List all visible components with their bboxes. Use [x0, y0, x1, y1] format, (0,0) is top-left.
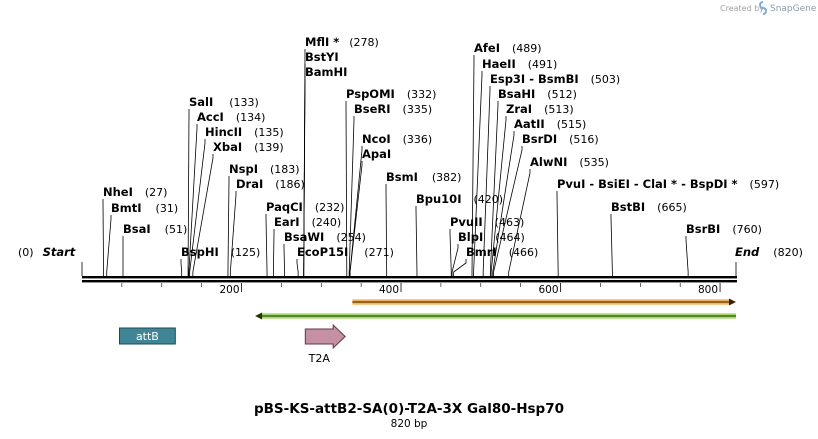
cut-site-line — [473, 71, 483, 276]
cut-site-line — [345, 101, 348, 276]
ruler-tick-label: 400 — [379, 284, 399, 296]
enzyme-label[interactable]: PvuII (463) — [450, 215, 524, 229]
cut-site-line — [556, 191, 559, 276]
enzyme-label[interactable]: EarI (240) — [274, 215, 341, 229]
cut-site-line — [685, 236, 689, 276]
cut-site-line — [348, 116, 355, 276]
cut-site-line — [192, 154, 214, 276]
cut-site-line — [187, 109, 190, 276]
cut-site-line — [296, 259, 299, 276]
enzyme-label[interactable]: NspI (183) — [229, 162, 300, 176]
enzyme-label[interactable]: BlpI (464) — [458, 230, 525, 244]
cut-site-line — [102, 199, 104, 276]
cut-site-line — [273, 229, 275, 276]
backbone-top-strand — [82, 276, 737, 279]
cut-site-line — [489, 101, 499, 276]
enzyme-label[interactable]: BmrI (466) — [466, 245, 538, 259]
snapgene-logo-icon — [759, 1, 767, 15]
attB-label: attB — [136, 330, 159, 343]
enzyme-label[interactable]: BstBI (665) — [611, 200, 687, 214]
attB-feature[interactable]: attB — [118, 327, 176, 345]
enzyme-label[interactable]: PaqCI (232) — [266, 200, 344, 214]
cut-site-line — [415, 206, 418, 276]
cut-site-line — [492, 131, 515, 276]
enzyme-label[interactable]: ApaI — [362, 147, 391, 161]
T2A-arrow[interactable] — [304, 323, 346, 350]
enzyme-label[interactable]: BsmI (382) — [386, 170, 461, 184]
enzyme-label[interactable]: DraI (186) — [236, 177, 305, 191]
cut-site-line — [188, 124, 198, 276]
enzyme-label[interactable]: BsaWI (254) — [284, 230, 366, 244]
features — [255, 298, 736, 320]
cut-site-line — [493, 146, 523, 276]
reverse-arrow-icon — [255, 312, 263, 320]
attB-box[interactable] — [118, 327, 176, 345]
cut-site-line — [265, 214, 268, 276]
enzyme-label[interactable]: Bpu10I (420) — [416, 192, 503, 206]
cut-site-line — [453, 259, 467, 276]
ruler-tick-label: 800 — [698, 284, 718, 296]
enzyme-label[interactable]: SalI (133) — [189, 95, 259, 109]
cut-site-line — [283, 244, 285, 276]
cut-site-leaders — [81, 49, 737, 276]
cut-site-line — [180, 259, 183, 276]
sequence-title: pBS-KS-attB2-SA(0)-T2A-3X Gal80-Hsp70 — [254, 401, 564, 417]
enzyme-label[interactable]: XbaI (139) — [213, 140, 284, 154]
cut-site-line — [106, 215, 112, 276]
enzyme-label[interactable]: BmtI (31) — [111, 201, 178, 215]
enzyme-label[interactable]: EcoP15I (271) — [297, 245, 394, 259]
enzyme-label[interactable]: HaeII (491) — [482, 57, 557, 71]
cut-site-line — [451, 244, 459, 276]
credit-text: Created by — [720, 4, 764, 13]
ruler-tick-label: 200 — [219, 284, 239, 296]
enzyme-label[interactable]: BsrDI (516) — [522, 132, 599, 146]
cut-site-line — [227, 176, 230, 276]
enzyme-label[interactable]: MflI * (278) — [305, 35, 379, 49]
ruler: 200 400 600 800 — [121, 283, 721, 296]
enzyme-label[interactable]: Esp3I - BsmBI (503) — [490, 72, 620, 86]
cut-site-line — [508, 169, 531, 276]
forward-arrow-icon — [729, 298, 736, 306]
cut-site-line — [349, 161, 363, 276]
cut-site-line — [490, 116, 507, 276]
cut-site-line — [303, 79, 306, 276]
cut-site-line — [482, 86, 491, 276]
cut-site-line — [610, 214, 613, 276]
enzyme-label[interactable]: NheI (27) — [103, 185, 167, 199]
sequence-length: 820 bp — [391, 418, 428, 430]
ruler-tick-label: 600 — [538, 284, 558, 296]
cut-site-line — [385, 184, 388, 276]
cut-site-line — [449, 229, 452, 276]
cut-site-line — [471, 55, 475, 276]
enzyme-label[interactable]: AccI (134) — [197, 110, 265, 124]
credit-brand: SnapGene — [770, 4, 817, 14]
enzyme-label[interactable]: ZraI (513) — [506, 102, 574, 116]
enzyme-label[interactable]: BsaI (51) — [123, 222, 187, 236]
cut-site-line — [189, 139, 206, 276]
backbone-bottom-strand — [82, 280, 737, 283]
cut-site-line — [229, 191, 237, 276]
enzyme-label[interactable]: BsaHI (512) — [498, 87, 577, 101]
enzyme-label[interactable]: BseRI (335) — [354, 102, 432, 116]
end-label: End (820) — [735, 245, 803, 259]
enzyme-label[interactable]: AatII (515) — [514, 117, 586, 131]
enzyme-label[interactable]: PspOMI (332) — [346, 87, 436, 101]
enzyme-label[interactable]: BsrBI (760) — [686, 222, 762, 236]
start-label: (0) Start — [18, 245, 76, 259]
enzyme-label[interactable]: HincII (135) — [205, 125, 284, 139]
enzyme-label[interactable]: BamHI — [305, 65, 347, 79]
enzyme-label[interactable]: PvuI - BsiEI - ClaI * - BspDI * (597) — [557, 177, 779, 191]
enzyme-label[interactable]: BstYI — [305, 50, 339, 64]
enzyme-label[interactable]: AlwNI (535) — [530, 155, 609, 169]
enzyme-label[interactable]: NcoI (336) — [362, 132, 432, 146]
enzyme-label[interactable]: BspHI (125) — [181, 245, 260, 259]
T2A-feature[interactable]: T2A — [304, 323, 346, 365]
T2A-label: T2A — [308, 352, 331, 365]
enzyme-label[interactable]: AfeI (489) — [474, 41, 542, 55]
enzyme-labels: NheI (27) BmtI (31) BsaI (51) SalI (133) Acc… — [103, 35, 779, 259]
